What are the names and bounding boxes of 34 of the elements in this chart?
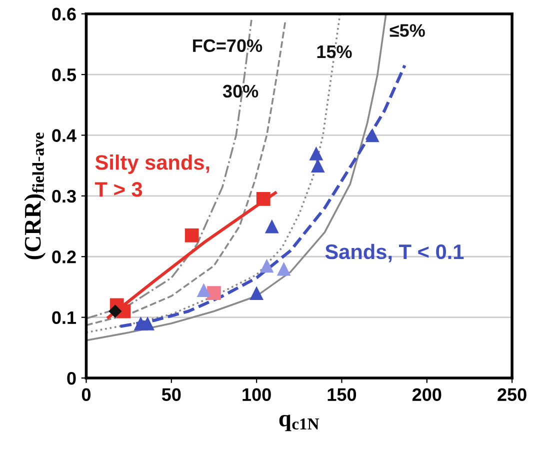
annotation: 15% (317, 45, 352, 58)
y-tick-label: 0.3 (52, 190, 76, 203)
point (365, 128, 380, 142)
y-tick-label: 0.2 (52, 250, 76, 264)
point (310, 158, 325, 173)
x-tick-label: 100 (242, 388, 271, 402)
point (309, 146, 324, 160)
point (260, 258, 274, 273)
annotation: Silty sands, T > 3 (94, 154, 210, 197)
point (196, 283, 211, 297)
y-tick-label: 0.4 (52, 129, 76, 142)
y-tick-label: 0.1 (52, 311, 76, 324)
x-tick-label: 0 (82, 388, 91, 402)
point (256, 192, 270, 206)
x-tick-label: 200 (412, 388, 442, 402)
annotation: FC=70% (193, 39, 262, 52)
point (184, 228, 199, 242)
x-tick-label: 150 (328, 388, 356, 402)
y-tick-label: 0 (67, 372, 76, 385)
x-tick-label: 250 (498, 388, 526, 402)
x-tick-label: 50 (162, 388, 181, 402)
point (108, 304, 122, 318)
point (264, 219, 279, 234)
y-axis-title: (CRR)$_{field-ave}$ (24, 132, 46, 260)
point (207, 286, 221, 300)
point (140, 316, 154, 330)
point (276, 262, 291, 276)
annotation: Sands, T < 0.1 (325, 244, 464, 262)
y-tick-label: 0.5 (52, 68, 76, 82)
point (250, 286, 264, 300)
annotation: 30% (222, 84, 258, 98)
x-axis-title: q$_{c1N}$ (279, 414, 320, 432)
y-tick-label: 0.6 (52, 8, 76, 21)
annotation: ≤5% (390, 24, 425, 37)
